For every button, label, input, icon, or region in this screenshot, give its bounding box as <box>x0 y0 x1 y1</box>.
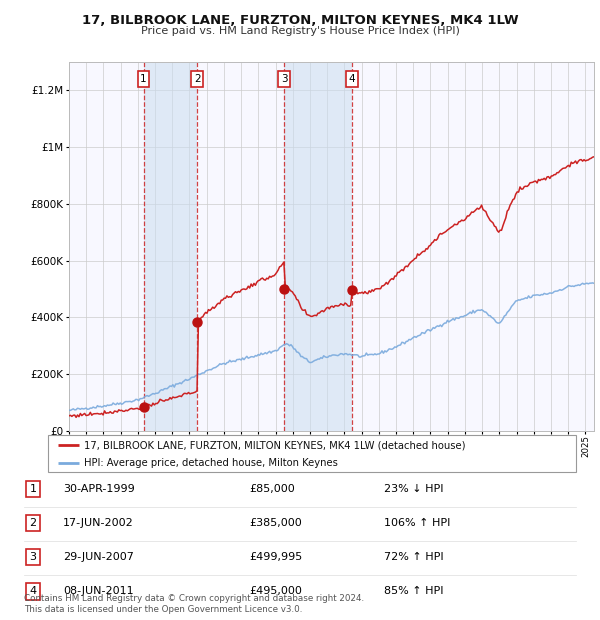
Text: 3: 3 <box>29 552 37 562</box>
Text: 30-APR-1999: 30-APR-1999 <box>63 484 135 494</box>
Bar <box>284 62 352 431</box>
Text: Price paid vs. HM Land Registry's House Price Index (HPI): Price paid vs. HM Land Registry's House … <box>140 26 460 36</box>
Text: 2: 2 <box>194 74 201 84</box>
Text: £495,000: £495,000 <box>249 587 302 596</box>
Text: 23% ↓ HPI: 23% ↓ HPI <box>384 484 443 494</box>
Text: £499,995: £499,995 <box>249 552 302 562</box>
Text: 08-JUN-2011: 08-JUN-2011 <box>63 587 134 596</box>
FancyBboxPatch shape <box>48 435 576 472</box>
Text: HPI: Average price, detached house, Milton Keynes: HPI: Average price, detached house, Milt… <box>84 458 338 468</box>
Text: 1: 1 <box>29 484 37 494</box>
Text: 17, BILBROOK LANE, FURZTON, MILTON KEYNES, MK4 1LW: 17, BILBROOK LANE, FURZTON, MILTON KEYNE… <box>82 14 518 27</box>
Text: 72% ↑ HPI: 72% ↑ HPI <box>384 552 443 562</box>
Text: 4: 4 <box>349 74 355 84</box>
Text: 85% ↑ HPI: 85% ↑ HPI <box>384 587 443 596</box>
Text: 2: 2 <box>29 518 37 528</box>
Text: £85,000: £85,000 <box>249 484 295 494</box>
Bar <box>143 62 197 431</box>
Text: 17, BILBROOK LANE, FURZTON, MILTON KEYNES, MK4 1LW (detached house): 17, BILBROOK LANE, FURZTON, MILTON KEYNE… <box>84 440 466 450</box>
Text: 29-JUN-2007: 29-JUN-2007 <box>63 552 134 562</box>
Text: 17-JUN-2002: 17-JUN-2002 <box>63 518 134 528</box>
Text: 1: 1 <box>140 74 147 84</box>
Text: 4: 4 <box>29 587 37 596</box>
Text: 3: 3 <box>281 74 287 84</box>
Text: Contains HM Land Registry data © Crown copyright and database right 2024.
This d: Contains HM Land Registry data © Crown c… <box>24 595 364 614</box>
Text: 106% ↑ HPI: 106% ↑ HPI <box>384 518 451 528</box>
Text: £385,000: £385,000 <box>249 518 302 528</box>
